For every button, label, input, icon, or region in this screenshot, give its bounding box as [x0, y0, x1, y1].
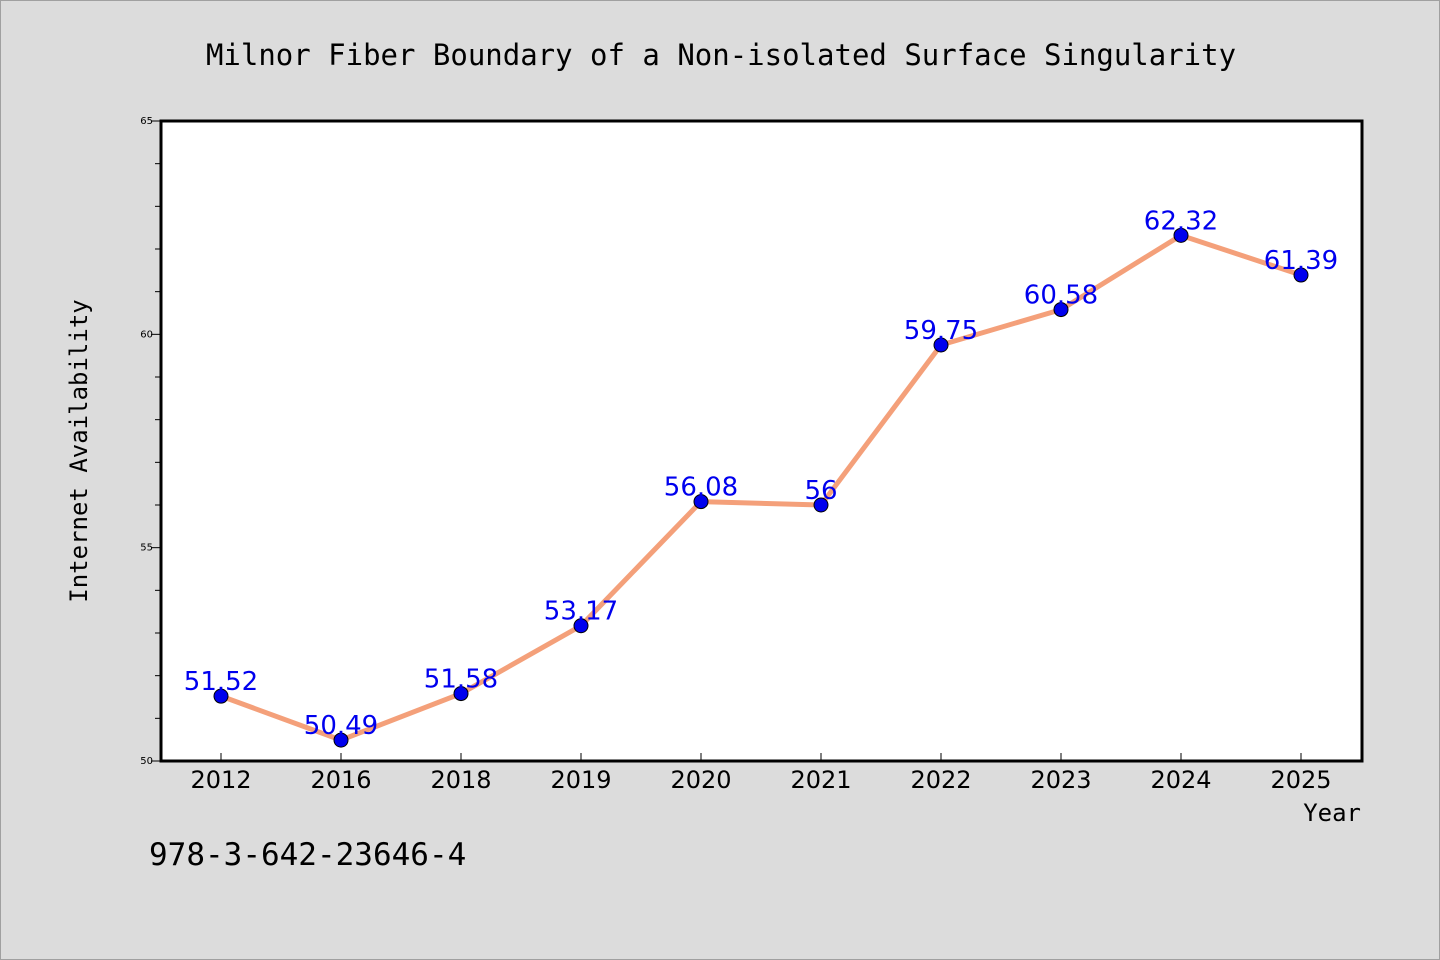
x-axis-ticks: 2012 2016 2018 2019 2020 2021 2022 2023 2024 2025 — [190, 753, 1332, 794]
y-tick-label: 50 — [140, 756, 153, 767]
x-tick-label: 2022 — [910, 766, 971, 794]
y-tick-label: 65 — [140, 116, 153, 127]
plot-area — [159, 119, 1364, 763]
data-point-marker — [1053, 302, 1069, 318]
data-point-marker — [933, 337, 949, 353]
data-point-marker — [213, 688, 229, 704]
series-layer: 51.52 50.49 51.58 53.17 56.08 56 59.75 60.58 62.… — [184, 206, 1338, 748]
x-tick-label: 2019 — [550, 766, 611, 794]
x-tick-label: 2024 — [1150, 766, 1211, 794]
x-tick-label: 2025 — [1270, 766, 1331, 794]
data-label: 51.52 — [184, 667, 258, 697]
data-point-marker — [1293, 267, 1309, 283]
x-tick-label: 2012 — [190, 766, 251, 794]
data-label: 62.32 — [1144, 206, 1218, 236]
x-tick-label: 2021 — [790, 766, 851, 794]
data-label: 61.39 — [1264, 246, 1338, 276]
data-label: 50.49 — [304, 711, 378, 741]
data-label: 59.75 — [904, 316, 978, 346]
y-tick-label: 60 — [140, 329, 153, 340]
isbn-footnote: 978-3-642-23646-4 — [149, 837, 466, 873]
data-point-marker — [693, 494, 709, 510]
y-axis-label: Internet Availability — [65, 299, 93, 602]
data-label: 60.58 — [1024, 281, 1098, 311]
data-point-marker — [453, 686, 469, 702]
data-label: 56 — [804, 476, 837, 506]
x-tick-label: 2020 — [670, 766, 731, 794]
data-label: 56.08 — [664, 473, 738, 503]
y-tick-label: 55 — [140, 543, 153, 554]
x-tick-label: 2023 — [1030, 766, 1091, 794]
chart-title: Milnor Fiber Boundary of a Non-isolated … — [206, 38, 1236, 72]
x-axis-label: Year — [1303, 799, 1361, 827]
y-axis-ticks: 50 55 60 65 — [140, 116, 161, 767]
data-label: 51.58 — [424, 665, 498, 695]
x-tick-label: 2016 — [310, 766, 371, 794]
series-line — [218, 232, 1304, 743]
data-point-marker — [813, 497, 829, 513]
data-point-marker — [1173, 227, 1189, 243]
data-point-marker — [573, 618, 589, 634]
x-tick-label: 2018 — [430, 766, 491, 794]
data-point-marker — [333, 732, 349, 748]
data-label: 53.17 — [544, 597, 618, 627]
